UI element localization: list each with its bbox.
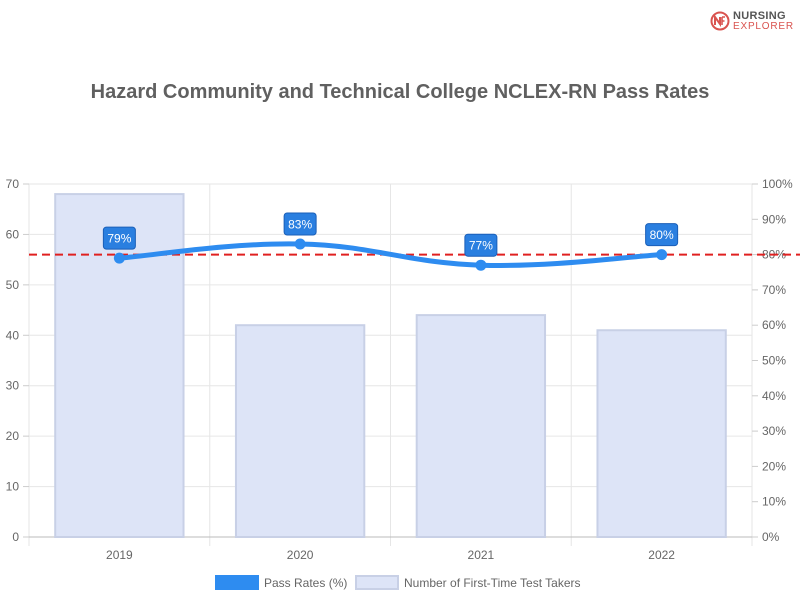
bar <box>415 314 547 538</box>
left-tick-label: 30 <box>6 379 20 393</box>
legend-label-test-takers: Number of First-Time Test Takers <box>404 575 581 590</box>
left-tick-label: 40 <box>6 328 20 342</box>
left-axis: 0 10 20 30 40 50 60 70 <box>6 177 29 544</box>
right-tick-label: 100% <box>762 177 793 191</box>
legend-swatch-pass-rates <box>215 575 259 590</box>
data-label: 79% <box>102 226 136 250</box>
data-label-text: 83% <box>288 218 312 232</box>
legend-swatch-test-takers <box>355 575 399 590</box>
bar <box>596 329 727 538</box>
pass-rate-point <box>656 249 668 261</box>
pass-rate-point <box>113 252 125 264</box>
logo-text-nursing: NURSING <box>733 10 786 22</box>
pass-rate-point <box>294 238 306 250</box>
legend-item-test-takers[interactable]: Number of First-Time Test Takers <box>355 575 580 590</box>
nursing-explorer-logo: NURSING EXPLORER <box>710 10 794 34</box>
nursing-explorer-logo-icon <box>710 11 730 31</box>
left-tick-label: 50 <box>6 278 20 292</box>
right-tick-label: 50% <box>762 354 786 368</box>
data-label: 80% <box>645 223 679 247</box>
right-tick-label: 0% <box>762 530 780 544</box>
x-tick-label: 2020 <box>287 548 314 562</box>
data-label-badge <box>645 223 679 247</box>
legend-item-pass-rates[interactable]: Pass Rates (%) <box>215 575 347 590</box>
right-tick-label: 10% <box>762 495 786 509</box>
data-label: 77% <box>464 233 498 257</box>
legend-label-pass-rates: Pass Rates (%) <box>264 575 348 590</box>
right-axis: 0%10%20%30%40%50%60%70%80%90%100% <box>752 177 793 544</box>
left-tick-label: 20 <box>6 429 20 443</box>
right-tick-label: 70% <box>762 283 786 297</box>
x-tick-label: 2019 <box>106 548 133 562</box>
left-tick-label: 60 <box>6 227 20 241</box>
data-labels: 79% 83% 77% 80% <box>102 212 679 257</box>
line-series <box>113 238 668 271</box>
data-label-badge <box>102 226 136 250</box>
data-label-text: 77% <box>469 239 493 253</box>
left-tick-label: 70 <box>6 177 20 191</box>
chart-legend: Pass Rates (%) Number of First-Time Test… <box>0 575 800 593</box>
data-label-text: 79% <box>107 232 131 246</box>
x-tick-label: 2021 <box>468 548 495 562</box>
logo-text-explorer: EXPLORER <box>733 21 794 32</box>
right-tick-label: 90% <box>762 212 786 226</box>
right-tick-label: 20% <box>762 459 786 473</box>
left-tick-label: 10 <box>6 480 20 494</box>
x-axis: 2019 2020 2021 2022 <box>106 548 675 562</box>
data-label-badge <box>283 212 317 236</box>
pass-rate-point <box>475 259 487 271</box>
data-label-badge <box>464 233 498 257</box>
bar <box>234 324 366 539</box>
left-tick-label: 0 <box>12 530 19 544</box>
data-label: 83% <box>283 212 317 236</box>
right-tick-label: 60% <box>762 318 786 332</box>
data-label-text: 80% <box>650 228 674 242</box>
right-tick-label: 30% <box>762 424 786 438</box>
right-tick-label: 40% <box>762 389 786 403</box>
chart-title: Hazard Community and Technical College N… <box>90 81 710 103</box>
x-tick-label: 2022 <box>648 548 675 562</box>
pass-rate-line <box>116 241 665 268</box>
